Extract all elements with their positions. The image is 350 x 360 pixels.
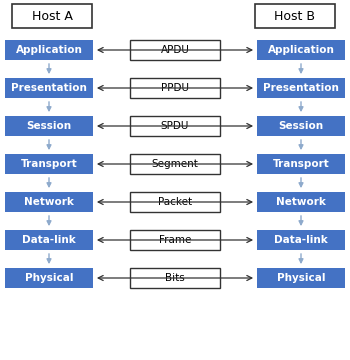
Text: Host B: Host B [274, 9, 315, 22]
Bar [257, 154, 345, 174]
Text: Application: Application [267, 45, 335, 55]
Text: Host A: Host A [32, 9, 72, 22]
Bar [130, 116, 220, 136]
Text: Physical: Physical [25, 273, 73, 283]
Bar [130, 40, 220, 60]
Bar [255, 4, 335, 28]
Bar [257, 192, 345, 212]
Bar [12, 4, 92, 28]
Bar [257, 78, 345, 98]
Bar [130, 78, 220, 98]
Bar [257, 40, 345, 60]
Text: APDU: APDU [161, 45, 189, 55]
Bar [5, 116, 93, 136]
Text: Network: Network [24, 197, 74, 207]
Bar [5, 78, 93, 98]
Bar [257, 268, 345, 288]
Text: Packet: Packet [158, 197, 192, 207]
Text: Transport: Transport [21, 159, 77, 169]
Text: Segment: Segment [152, 159, 198, 169]
Text: Bits: Bits [165, 273, 185, 283]
Text: Data-link: Data-link [274, 235, 328, 245]
Text: Network: Network [276, 197, 326, 207]
Text: Physical: Physical [277, 273, 325, 283]
Bar [130, 154, 220, 174]
Bar [5, 268, 93, 288]
Bar [5, 154, 93, 174]
Bar [130, 268, 220, 288]
Text: Session: Session [279, 121, 323, 131]
Bar [5, 230, 93, 250]
Text: Presentation: Presentation [263, 83, 339, 93]
Bar [257, 116, 345, 136]
Text: Data-link: Data-link [22, 235, 76, 245]
Bar [257, 230, 345, 250]
Bar [5, 192, 93, 212]
Text: SPDU: SPDU [161, 121, 189, 131]
Text: Session: Session [27, 121, 71, 131]
Bar [130, 192, 220, 212]
Text: Frame: Frame [159, 235, 191, 245]
Text: PPDU: PPDU [161, 83, 189, 93]
Text: Presentation: Presentation [11, 83, 87, 93]
Text: Transport: Transport [273, 159, 329, 169]
Bar [130, 230, 220, 250]
Text: Application: Application [15, 45, 83, 55]
Bar [5, 40, 93, 60]
